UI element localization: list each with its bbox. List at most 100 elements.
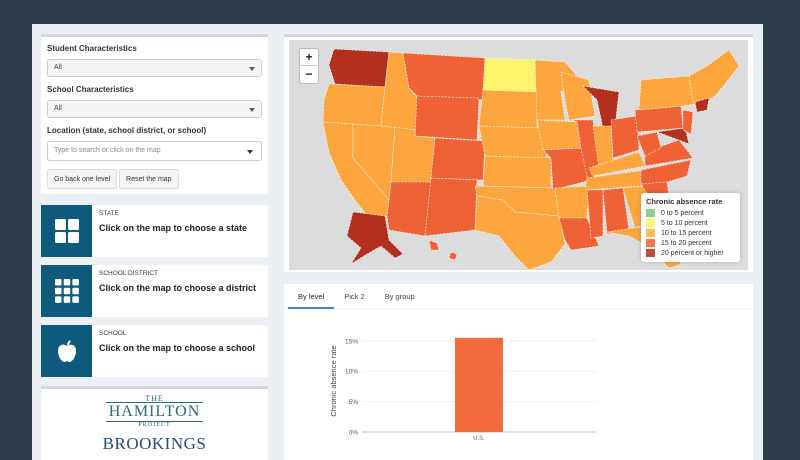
state-texas bbox=[474, 195, 566, 270]
state-idaho bbox=[380, 51, 420, 131]
district-grid-icon bbox=[41, 265, 92, 317]
state-iowa bbox=[536, 119, 582, 151]
student-characteristics-value: All bbox=[54, 64, 62, 71]
legend-label: 0 to 5 percent bbox=[661, 209, 704, 217]
state-montana bbox=[402, 52, 486, 101]
school-infobox-title: Click on the map to choose a school bbox=[99, 343, 256, 353]
apple-icon bbox=[41, 325, 92, 377]
caret-down-icon bbox=[249, 67, 255, 71]
location-label: Location (state, school district, or sch… bbox=[47, 126, 207, 135]
tab-by-group[interactable]: By group bbox=[384, 292, 415, 301]
district-infobox-title: Click on the map to choose a district bbox=[99, 283, 257, 293]
state-ohio bbox=[610, 115, 640, 159]
location-search-input[interactable]: Type to search or click on the map bbox=[47, 141, 262, 161]
logo-project: PROJECT bbox=[138, 422, 171, 428]
tab-pick-2[interactable]: Pick 2 bbox=[344, 292, 365, 301]
state-new-jersey bbox=[682, 109, 694, 135]
y-tick-label: 15% bbox=[345, 338, 358, 345]
caret-down-icon bbox=[247, 150, 253, 154]
state-infobox-title: Click on the map to choose a state bbox=[99, 223, 248, 233]
us-states-svg[interactable] bbox=[289, 40, 748, 270]
state-new-england bbox=[688, 49, 740, 109]
legend-label: 15 to 20 percent bbox=[661, 239, 712, 247]
legend-label: 20 percent or higher bbox=[661, 249, 724, 257]
state-colorado bbox=[430, 137, 486, 181]
chart-tabs: By level Pick 2 By group bbox=[284, 284, 753, 309]
legend-swatch bbox=[646, 239, 655, 247]
state-nebraska bbox=[478, 125, 548, 159]
state-oregon bbox=[322, 83, 386, 127]
map-panel: + − Chronic absence rate 0 to 5 percent … bbox=[284, 34, 753, 272]
y-axis-label: Chronic absence rate bbox=[329, 345, 338, 416]
state-infobox: STATE Click on the map to choose a state bbox=[41, 205, 268, 257]
state-wisconsin bbox=[560, 71, 596, 121]
district-infobox: SCHOOL DISTRICT Click on the map to choo… bbox=[41, 265, 268, 317]
state-connecticut bbox=[694, 97, 710, 113]
bar-us[interactable] bbox=[455, 337, 503, 432]
state-maryland bbox=[656, 127, 690, 145]
legend-swatch bbox=[646, 219, 655, 227]
state-tennessee bbox=[584, 169, 646, 191]
legend-label: 5 to 10 percent bbox=[661, 219, 708, 227]
map-legend: Chronic absence rate 0 to 5 percent 5 to… bbox=[641, 193, 740, 262]
student-characteristics-label: Student Characteristics bbox=[47, 44, 137, 53]
district-infobox-small: SCHOOL DISTRICT bbox=[99, 270, 158, 277]
legend-swatch bbox=[646, 209, 655, 217]
zoom-control: + − bbox=[299, 48, 319, 84]
caret-down-icon bbox=[249, 108, 255, 112]
y-tick-label: 5% bbox=[349, 399, 359, 406]
go-back-button[interactable]: Go back one level bbox=[47, 169, 118, 189]
state-kansas bbox=[482, 155, 552, 189]
legend-item: 20 percent or higher bbox=[646, 248, 735, 258]
logo-hamilton: HAMILTON bbox=[105, 402, 204, 422]
app-body: Student Characteristics All School Chara… bbox=[32, 24, 763, 460]
legend-swatch bbox=[646, 229, 655, 237]
state-hawaii bbox=[428, 239, 458, 261]
filter-panel: Student Characteristics All School Chara… bbox=[41, 34, 268, 194]
y-tick-label: 10% bbox=[345, 369, 358, 376]
logo-the: THE bbox=[145, 394, 164, 403]
legend-label: 10 to 15 percent bbox=[661, 229, 712, 237]
state-north-carolina bbox=[640, 159, 692, 185]
tab-by-level[interactable]: By level bbox=[288, 284, 335, 309]
state-virginia bbox=[644, 139, 694, 167]
hamilton-brookings-logo: THE HAMILTON PROJECT BROOKINGS bbox=[41, 386, 268, 460]
state-north-dakota bbox=[482, 57, 538, 93]
state-infobox-small: STATE bbox=[99, 210, 119, 217]
state-michigan bbox=[582, 85, 620, 129]
legend-title: Chronic absence rate bbox=[646, 197, 723, 206]
y-tick-label: 0% bbox=[349, 430, 359, 437]
state-mississippi bbox=[586, 189, 604, 239]
state-new-mexico bbox=[424, 177, 478, 237]
school-characteristics-label: School Characteristics bbox=[47, 85, 134, 94]
legend-item: 5 to 10 percent bbox=[646, 218, 735, 228]
logo-brookings: BROOKINGS bbox=[102, 434, 207, 453]
school-infobox: SCHOOL Click on the map to choose a scho… bbox=[41, 325, 268, 377]
state-west-virginia bbox=[636, 131, 662, 157]
state-washington bbox=[328, 48, 390, 88]
state-grid-icon bbox=[41, 205, 92, 257]
legend-swatch bbox=[646, 249, 655, 257]
chart-panel: By level Pick 2 By group Chronic absence… bbox=[284, 284, 753, 460]
school-infobox-small: SCHOOL bbox=[99, 330, 127, 337]
legend-item: 10 to 15 percent bbox=[646, 228, 735, 238]
state-arizona bbox=[386, 181, 432, 237]
legend-item: 0 to 5 percent bbox=[646, 208, 735, 218]
state-south-dakota bbox=[478, 89, 538, 131]
student-characteristics-select[interactable]: All bbox=[47, 59, 262, 77]
state-alabama bbox=[602, 187, 630, 235]
school-characteristics-value: All bbox=[54, 105, 62, 112]
school-characteristics-select[interactable]: All bbox=[47, 100, 262, 118]
us-map[interactable]: + − Chronic absence rate 0 to 5 percent … bbox=[289, 40, 748, 270]
absence-bar-chart: Chronic absence rate 0% 5% 10% 15% U.S. bbox=[329, 337, 596, 442]
zoom-in-button[interactable]: + bbox=[300, 49, 318, 66]
zoom-out-button[interactable]: − bbox=[305, 67, 313, 81]
state-wyoming bbox=[414, 95, 480, 141]
reset-map-button[interactable]: Reset the map bbox=[119, 169, 179, 189]
state-arkansas bbox=[554, 185, 590, 219]
state-alaska bbox=[346, 211, 404, 265]
state-new-york bbox=[638, 75, 696, 111]
state-missouri bbox=[542, 147, 592, 191]
x-tick-label: U.S. bbox=[473, 436, 485, 442]
location-placeholder: Type to search or click on the map bbox=[54, 147, 161, 154]
